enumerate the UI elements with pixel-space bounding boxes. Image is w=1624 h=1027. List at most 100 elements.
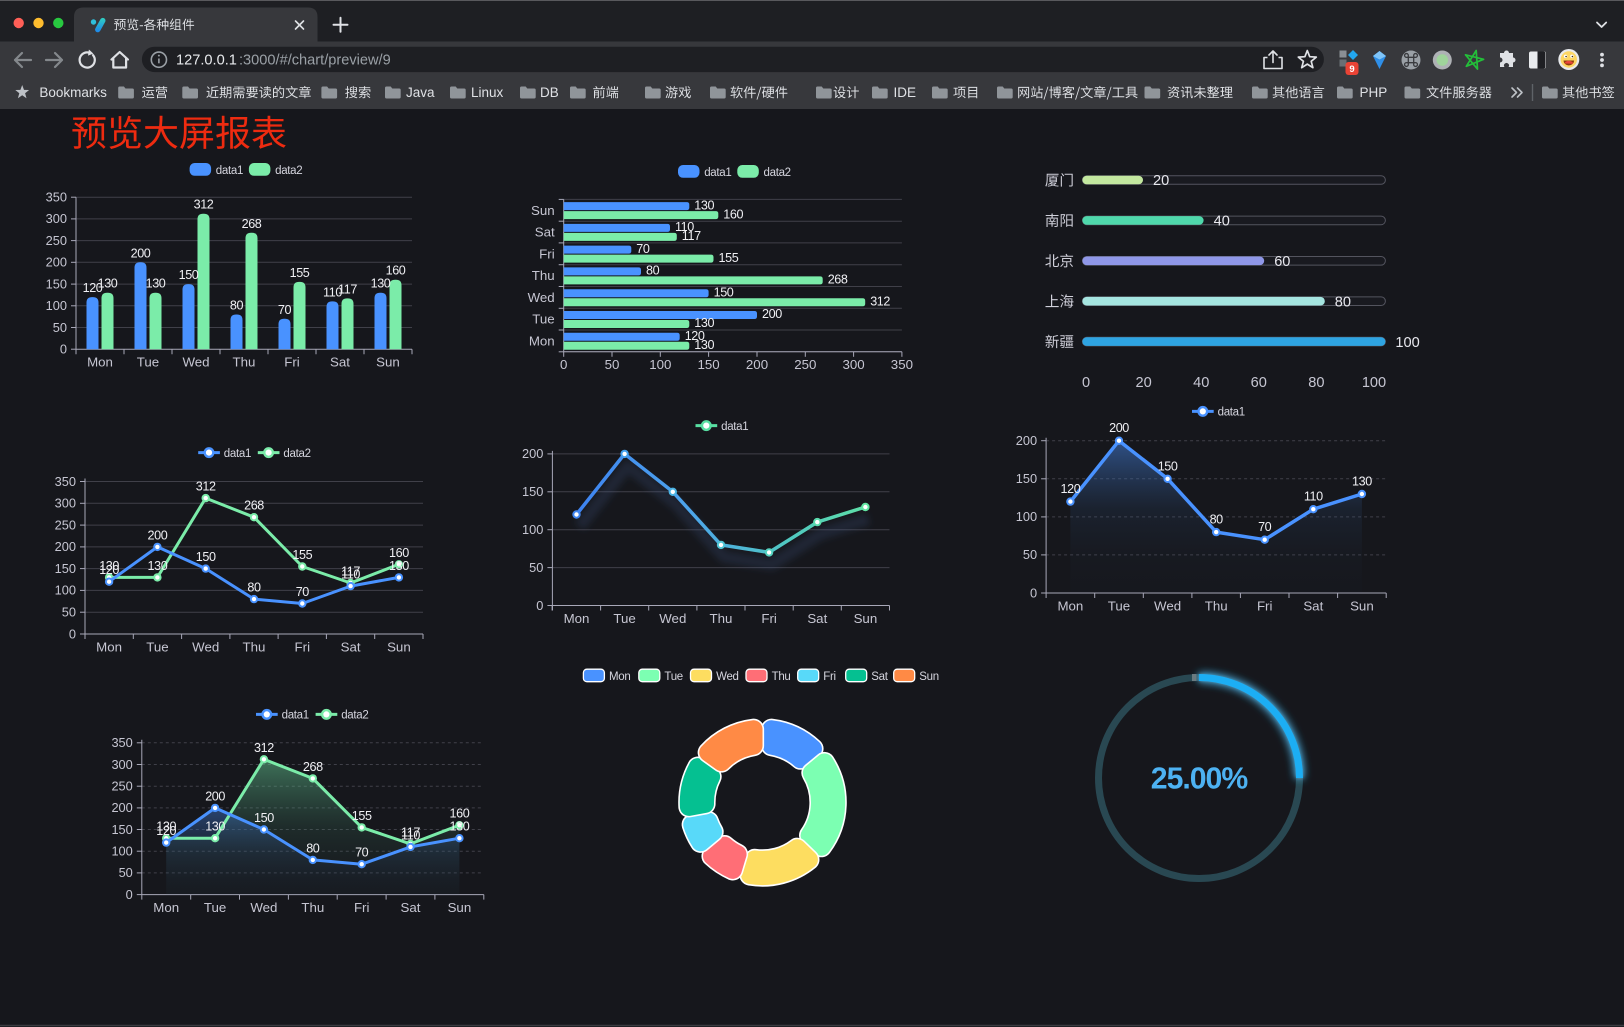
svg-text:120: 120 <box>99 563 119 577</box>
svg-text:200: 200 <box>111 800 132 815</box>
svg-text:130: 130 <box>156 820 176 834</box>
svg-text:250: 250 <box>794 357 816 372</box>
svg-text:130: 130 <box>98 277 118 291</box>
svg-text:80: 80 <box>1210 513 1224 527</box>
svg-text:100: 100 <box>1016 509 1037 524</box>
svg-text:Thu: Thu <box>772 671 791 683</box>
svg-text:100: 100 <box>46 298 67 313</box>
svg-text:150: 150 <box>55 561 76 576</box>
svg-text:100: 100 <box>649 357 671 372</box>
svg-text:Wed: Wed <box>659 611 686 626</box>
svg-text:268: 268 <box>242 217 262 231</box>
svg-text:130: 130 <box>205 820 225 834</box>
svg-text:50: 50 <box>1023 547 1037 562</box>
svg-text:20: 20 <box>1153 173 1169 189</box>
svg-text:350: 350 <box>55 474 76 489</box>
svg-text:117: 117 <box>401 825 420 839</box>
svg-text:268: 268 <box>828 273 848 287</box>
svg-text:160: 160 <box>723 207 743 221</box>
svg-text:Tue: Tue <box>664 671 683 683</box>
svg-text:0: 0 <box>60 342 67 357</box>
svg-text:120: 120 <box>83 281 103 295</box>
svg-text:Fri: Fri <box>539 246 555 261</box>
svg-text:120: 120 <box>685 329 705 343</box>
svg-text:Fri: Fri <box>1257 598 1273 613</box>
svg-text:Wed: Wed <box>192 639 219 654</box>
svg-text:80: 80 <box>306 841 320 855</box>
svg-text:268: 268 <box>244 499 264 513</box>
svg-text:250: 250 <box>46 233 67 248</box>
svg-text:Java: Java <box>406 85 435 100</box>
svg-text:Fri: Fri <box>284 355 300 370</box>
svg-text:200: 200 <box>55 539 76 554</box>
svg-text:150: 150 <box>46 276 67 291</box>
svg-text:100: 100 <box>55 583 76 598</box>
svg-text:Wed: Wed <box>250 900 277 915</box>
svg-text:80: 80 <box>247 581 261 595</box>
svg-text:Tue: Tue <box>146 639 168 654</box>
svg-text:150: 150 <box>179 268 199 282</box>
svg-text:Linux: Linux <box>471 85 504 100</box>
svg-text:Sat: Sat <box>807 611 827 626</box>
svg-text:155: 155 <box>290 266 310 280</box>
svg-text:350: 350 <box>46 190 67 205</box>
svg-text:data1: data1 <box>721 421 748 433</box>
svg-text:Bookmarks: Bookmarks <box>39 85 107 100</box>
svg-text:Tue: Tue <box>532 312 554 327</box>
svg-text:0: 0 <box>126 887 133 902</box>
svg-text:20: 20 <box>1135 375 1151 391</box>
svg-text:Sun: Sun <box>1350 598 1374 613</box>
svg-text:160: 160 <box>449 807 469 821</box>
svg-text:200: 200 <box>762 307 782 321</box>
svg-text:Sun: Sun <box>531 203 555 218</box>
svg-text:150: 150 <box>111 822 132 837</box>
svg-text:Sun: Sun <box>448 900 472 915</box>
svg-text:300: 300 <box>46 211 67 226</box>
svg-text:40: 40 <box>1214 214 1230 230</box>
svg-text:Sat: Sat <box>330 355 350 370</box>
svg-text:312: 312 <box>254 741 274 755</box>
svg-text:Sat: Sat <box>871 671 888 683</box>
svg-text:Tue: Tue <box>137 355 159 370</box>
svg-text:130: 130 <box>694 316 714 330</box>
svg-text:Wed: Wed <box>1154 598 1181 613</box>
svg-text:data2: data2 <box>341 710 368 722</box>
svg-text:150: 150 <box>254 811 274 825</box>
svg-text:0: 0 <box>1082 375 1090 391</box>
svg-text:Mon: Mon <box>564 611 590 626</box>
svg-text:130: 130 <box>694 198 714 212</box>
svg-text:Wed: Wed <box>716 671 739 683</box>
svg-text:130: 130 <box>147 559 167 573</box>
svg-text:110: 110 <box>675 220 694 234</box>
svg-text:312: 312 <box>194 198 214 212</box>
svg-text:110: 110 <box>323 285 342 299</box>
svg-text:350: 350 <box>111 735 132 750</box>
svg-text:Tue: Tue <box>613 611 635 626</box>
svg-text:data1: data1 <box>1218 407 1245 419</box>
svg-text:127.0.0.1: 127.0.0.1 <box>176 53 237 69</box>
svg-text:data2: data2 <box>283 448 310 460</box>
svg-text:130: 130 <box>389 559 409 573</box>
svg-text:70: 70 <box>1258 520 1272 534</box>
svg-text:PHP: PHP <box>1360 85 1388 100</box>
svg-text:300: 300 <box>111 757 132 772</box>
svg-text:200: 200 <box>1016 433 1037 448</box>
svg-text:117: 117 <box>341 565 360 579</box>
svg-text:155: 155 <box>719 251 739 265</box>
svg-text:130: 130 <box>146 277 166 291</box>
svg-text:40: 40 <box>1193 375 1209 391</box>
svg-text:100: 100 <box>522 522 543 537</box>
svg-text:Thu: Thu <box>233 355 256 370</box>
svg-text:150: 150 <box>1158 459 1178 473</box>
svg-text:0: 0 <box>536 598 543 613</box>
svg-text:312: 312 <box>196 480 216 494</box>
svg-text:150: 150 <box>698 357 720 372</box>
svg-text:Wed: Wed <box>528 290 555 305</box>
svg-text:Mon: Mon <box>96 639 122 654</box>
svg-text:150: 150 <box>1016 471 1037 486</box>
svg-text:100: 100 <box>1395 335 1419 351</box>
svg-text:Thu: Thu <box>710 611 733 626</box>
svg-text:Mon: Mon <box>1057 598 1083 613</box>
svg-text:Thu: Thu <box>1205 598 1228 613</box>
svg-text:70: 70 <box>296 585 310 599</box>
